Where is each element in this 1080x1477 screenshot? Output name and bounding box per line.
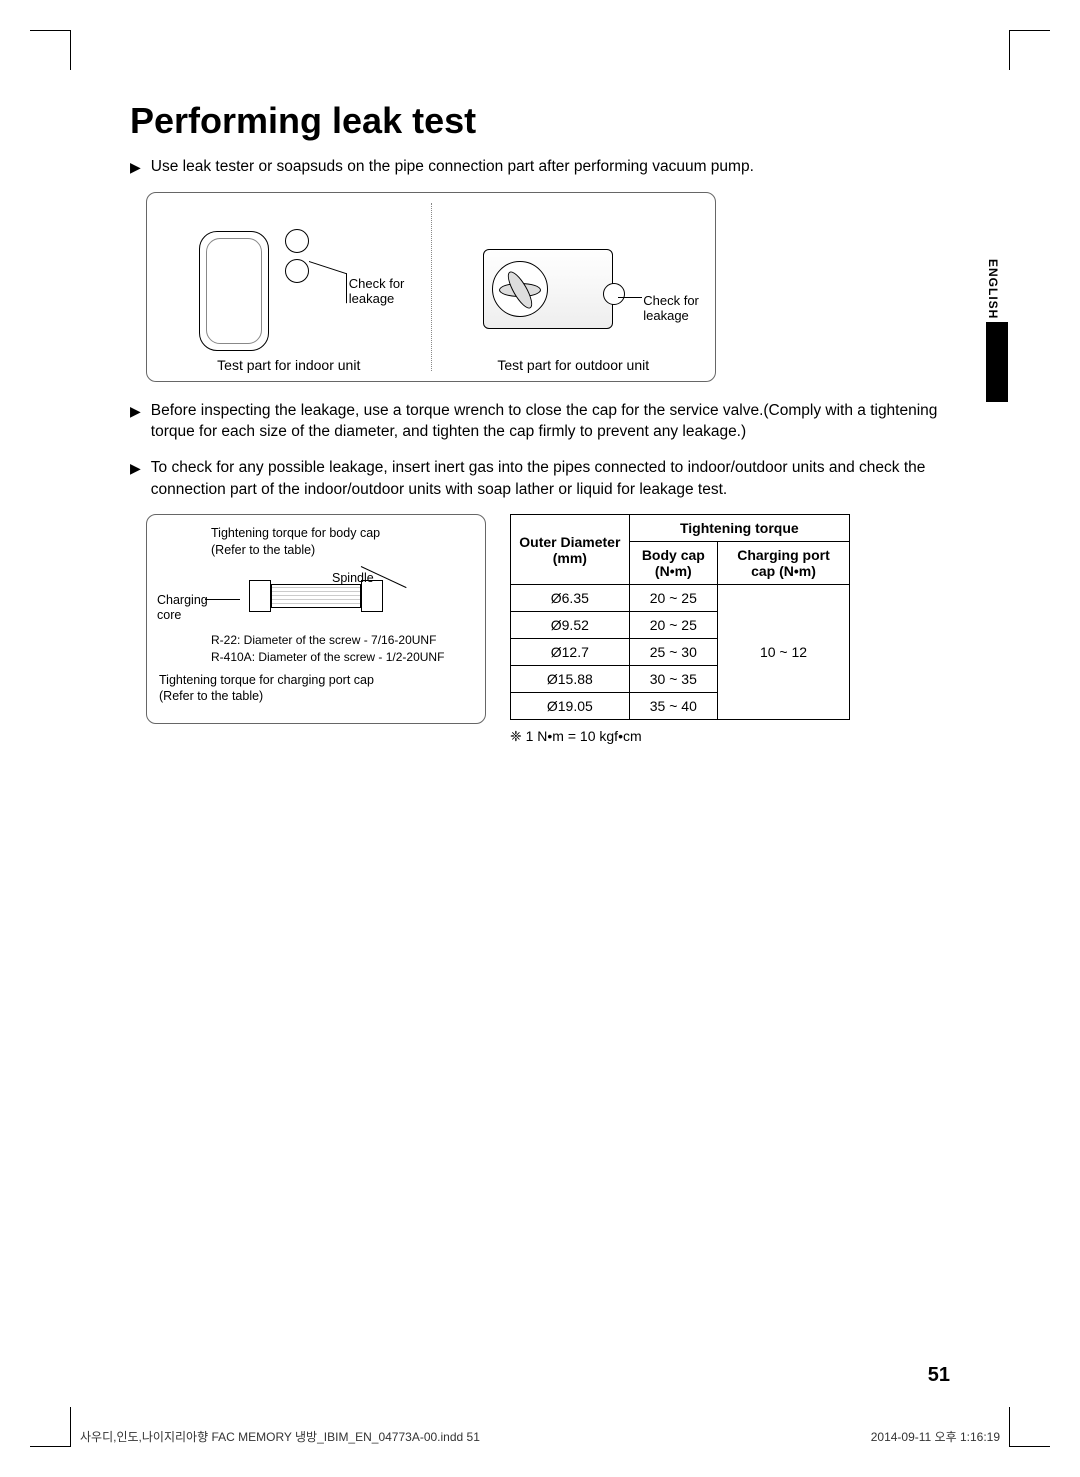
cell-body-cap: 25 ~ 30 bbox=[629, 639, 717, 666]
leak-test-figure: Check for leakage Test part for indoor u… bbox=[146, 192, 716, 382]
cell-diameter: Ø19.05 bbox=[511, 693, 630, 720]
footer-timestamp: 2014-09-11 오후 1:16:19 bbox=[871, 1428, 1000, 1445]
spindle-label: Spindle bbox=[332, 570, 374, 586]
cell-diameter: Ø9.52 bbox=[511, 612, 630, 639]
cell-body-cap: 30 ~ 35 bbox=[629, 666, 717, 693]
th-charging-port: Charging port cap (N•m) bbox=[718, 542, 850, 585]
bullet-item: ▶ To check for any possible leakage, ins… bbox=[130, 457, 950, 500]
footer-filename: 사우디,인도,나이지리아향 FAC MEMORY 냉방_IBIM_EN_0477… bbox=[80, 1428, 480, 1445]
torque-figure: Tightening torque for body cap (Refer to… bbox=[146, 514, 486, 724]
indoor-caption: Test part for indoor unit bbox=[217, 357, 360, 373]
page-number: 51 bbox=[928, 1364, 950, 1387]
bullet-text: Before inspecting the leakage, use a tor… bbox=[151, 400, 950, 443]
triangle-icon: ▶ bbox=[130, 457, 141, 500]
outdoor-unit-icon bbox=[483, 249, 613, 329]
screw-note-r22: R-22: Diameter of the screw - 7/16-20UNF bbox=[211, 632, 473, 649]
cell-diameter: Ø12.7 bbox=[511, 639, 630, 666]
charging-port-torque-label: Tightening torque for charging port cap … bbox=[159, 672, 473, 705]
language-tab: ENGLISH bbox=[986, 255, 1000, 320]
indoor-unit-icon bbox=[199, 231, 269, 351]
body-cap-torque-label: Tightening torque for body cap (Refer to… bbox=[211, 525, 473, 558]
triangle-icon: ▶ bbox=[130, 400, 141, 443]
bullet-item: ▶ Before inspecting the leakage, use a t… bbox=[130, 400, 950, 443]
check-leakage-label: Check for leakage bbox=[643, 293, 723, 324]
cell-charging-port: 10 ~ 12 bbox=[718, 585, 850, 720]
cell-diameter: Ø15.88 bbox=[511, 666, 630, 693]
charging-core-label: Charging core bbox=[157, 593, 212, 623]
th-outer-diameter: Outer Diameter (mm) bbox=[511, 515, 630, 585]
page-title: Performing leak test bbox=[130, 100, 950, 142]
outdoor-caption: Test part for outdoor unit bbox=[497, 357, 649, 373]
unit-conversion-note: ❈ 1 N•m = 10 kgf•cm bbox=[510, 728, 850, 745]
table-row: Ø6.35 20 ~ 25 10 ~ 12 bbox=[511, 585, 850, 612]
tab-marker bbox=[986, 322, 1008, 402]
fan-icon bbox=[492, 261, 548, 317]
th-body-cap: Body cap (N•m) bbox=[629, 542, 717, 585]
valve-icon bbox=[603, 283, 625, 305]
bullet-text: To check for any possible leakage, inser… bbox=[151, 457, 950, 500]
th-tightening-torque: Tightening torque bbox=[629, 515, 849, 542]
cell-diameter: Ø6.35 bbox=[511, 585, 630, 612]
torque-table: Outer Diameter (mm) Tightening torque Bo… bbox=[510, 514, 850, 720]
screw-note-r410a: R-410A: Diameter of the screw - 1/2-20UN… bbox=[211, 649, 473, 666]
cell-body-cap: 20 ~ 25 bbox=[629, 612, 717, 639]
cell-body-cap: 35 ~ 40 bbox=[629, 693, 717, 720]
triangle-icon: ▶ bbox=[130, 156, 141, 178]
check-leakage-label: Check for leakage bbox=[349, 276, 429, 307]
bullet-text: Use leak tester or soapsuds on the pipe … bbox=[151, 156, 950, 178]
bullet-item: ▶ Use leak tester or soapsuds on the pip… bbox=[130, 156, 950, 178]
cell-body-cap: 20 ~ 25 bbox=[629, 585, 717, 612]
